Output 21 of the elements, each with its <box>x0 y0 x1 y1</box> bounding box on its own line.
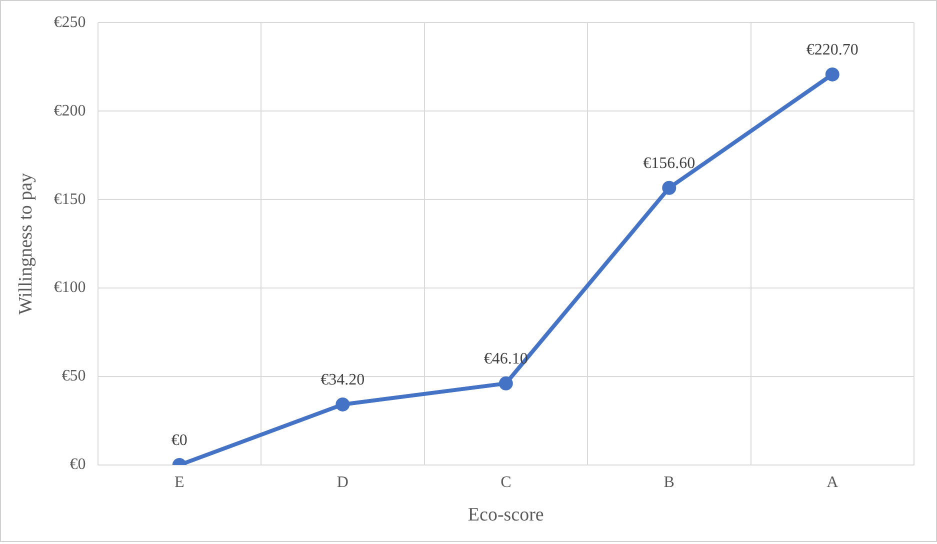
y-tick-label: €200 <box>54 102 86 120</box>
point <box>825 67 840 82</box>
x-tick-label: E <box>174 474 184 491</box>
point <box>662 180 676 195</box>
y-tick-label: €50 <box>62 368 86 385</box>
point <box>336 397 350 412</box>
y-tick-label: €0 <box>70 456 86 474</box>
y-tick-label: €250 <box>54 14 86 31</box>
y-tick-label: €150 <box>54 190 86 208</box>
x-tick-label: C <box>500 474 512 491</box>
data-label: €156.60 <box>643 155 696 172</box>
y-tick-label: €100 <box>54 279 86 296</box>
x-tick-label: D <box>336 474 348 491</box>
x-tick-label: B <box>664 474 674 491</box>
y-axis-title: Willingness to pay <box>15 172 36 315</box>
point <box>498 376 513 390</box>
x-tick-label: A <box>826 474 839 491</box>
data-label: €220.70 <box>806 42 858 59</box>
data-label: €0 <box>171 432 188 450</box>
data-label: €34.20 <box>320 372 365 389</box>
x-axis-title: Eco-score <box>468 504 544 526</box>
